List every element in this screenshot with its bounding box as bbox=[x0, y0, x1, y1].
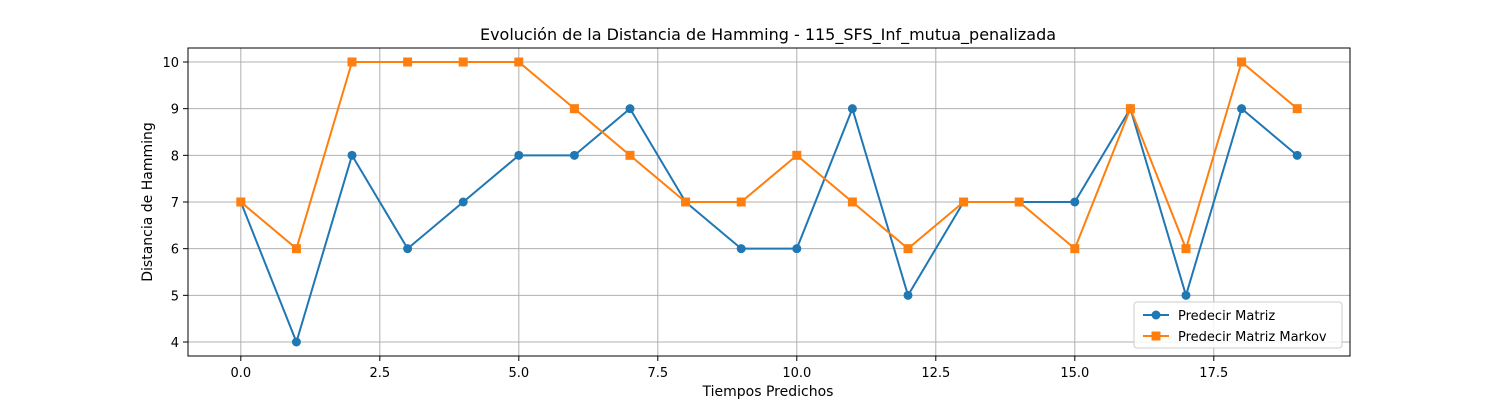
data-point-predecir-matriz-markov bbox=[514, 57, 524, 67]
data-point-predecir-matriz bbox=[847, 104, 857, 114]
data-point-predecir-matriz bbox=[1070, 197, 1080, 207]
legend-label-predecir-matriz-markov: Predecir Matriz Markov bbox=[1178, 330, 1327, 345]
data-point-predecir-matriz-markov bbox=[1237, 57, 1247, 67]
data-point-predecir-matriz-markov bbox=[625, 150, 635, 160]
data-point-predecir-matriz bbox=[403, 244, 413, 254]
data-point-predecir-matriz-markov bbox=[403, 57, 413, 67]
data-point-predecir-matriz-markov bbox=[347, 57, 357, 67]
data-point-predecir-matriz bbox=[1237, 104, 1247, 114]
y-axis-label: Distancia de Hamming bbox=[140, 122, 156, 282]
data-point-predecir-matriz bbox=[736, 244, 746, 254]
data-point-predecir-matriz-markov bbox=[681, 197, 691, 207]
data-point-predecir-matriz bbox=[1292, 150, 1302, 160]
x-tick-label: 12.5 bbox=[921, 366, 950, 381]
legend-box bbox=[1133, 301, 1343, 349]
data-point-predecir-matriz bbox=[458, 197, 468, 207]
y-tick-label: 7 bbox=[171, 196, 179, 211]
y-tick-label: 5 bbox=[171, 289, 179, 304]
y-tick-label: 10 bbox=[162, 56, 179, 71]
data-point-predecir-matriz-markov bbox=[1014, 197, 1024, 207]
data-point-predecir-matriz-markov bbox=[792, 150, 802, 160]
data-point-predecir-matriz bbox=[625, 104, 635, 114]
data-point-predecir-matriz bbox=[903, 290, 913, 300]
grid bbox=[188, 48, 1350, 356]
data-point-predecir-matriz-markov bbox=[847, 197, 857, 207]
data-point-predecir-matriz-markov bbox=[1125, 104, 1135, 114]
data-point-predecir-matriz-markov bbox=[291, 244, 301, 254]
data-point-predecir-matriz-markov bbox=[1292, 104, 1302, 114]
x-tick-label: 2.5 bbox=[369, 366, 390, 381]
legend-marker-predecir-matriz-markov bbox=[1151, 331, 1161, 341]
legend-marker-predecir-matriz bbox=[1151, 310, 1161, 320]
data-point-predecir-matriz-markov bbox=[1181, 244, 1191, 254]
data-point-predecir-matriz bbox=[514, 150, 524, 160]
chart-title: Evolución de la Distancia de Hamming - 1… bbox=[480, 25, 1056, 45]
data-point-predecir-matriz-markov bbox=[236, 197, 246, 207]
x-tick-label: 15.0 bbox=[1060, 366, 1089, 381]
data-point-predecir-matriz bbox=[347, 150, 357, 160]
x-tick-label: 7.5 bbox=[647, 366, 668, 381]
legend-label-predecir-matriz: Predecir Matriz bbox=[1178, 309, 1275, 324]
x-axis-ticks: 0.0 2.5 5.0 7.5 10.0 12.5 15.0 17.5 bbox=[230, 356, 1228, 381]
data-point-predecir-matriz-markov bbox=[458, 57, 468, 67]
data-point-predecir-matriz bbox=[569, 150, 579, 160]
y-tick-label: 9 bbox=[171, 103, 179, 118]
series-layer bbox=[236, 57, 1302, 347]
data-point-predecir-matriz bbox=[792, 244, 802, 254]
data-point-predecir-matriz-markov bbox=[1070, 244, 1080, 254]
x-tick-label: 0.0 bbox=[230, 366, 251, 381]
x-axis-label: Tiempos Predichos bbox=[702, 384, 834, 400]
data-point-predecir-matriz bbox=[1181, 290, 1191, 300]
data-point-predecir-matriz bbox=[291, 337, 301, 347]
y-tick-label: 8 bbox=[171, 149, 179, 164]
legend: Predecir Matriz Predecir Matriz Markov bbox=[1133, 301, 1343, 349]
x-tick-label: 5.0 bbox=[508, 366, 529, 381]
series-line-predecir-matriz-markov bbox=[240, 61, 1298, 250]
data-point-predecir-matriz-markov bbox=[569, 104, 579, 114]
series-line-predecir-matriz bbox=[239, 107, 1298, 343]
y-tick-label: 6 bbox=[171, 243, 179, 258]
data-point-predecir-matriz-markov bbox=[903, 244, 913, 254]
x-tick-label: 10.0 bbox=[782, 366, 811, 381]
data-point-predecir-matriz-markov bbox=[959, 197, 969, 207]
y-axis-ticks: 4 5 6 7 8 9 10 bbox=[162, 56, 188, 351]
data-point-predecir-matriz-markov bbox=[736, 197, 746, 207]
x-tick-label: 17.5 bbox=[1199, 366, 1228, 381]
y-tick-label: 4 bbox=[171, 336, 179, 351]
